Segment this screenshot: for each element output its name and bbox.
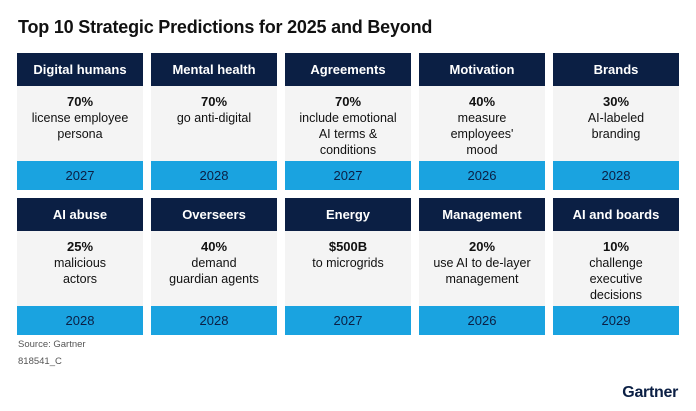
card-year: 2026 (419, 161, 545, 190)
card-description: license employee persona (31, 111, 129, 141)
card-body: 30% AI-labeled branding (553, 86, 679, 161)
card-description: AI-labeled branding (587, 111, 645, 141)
card-description: to microgrids (312, 256, 384, 270)
card-percentage: 70% (66, 94, 94, 109)
card-body: 10% challenge executive decisions (553, 231, 679, 306)
card-heading: Brands (553, 53, 679, 86)
prediction-card: Motivation 40% measure employees' mood 2… (419, 53, 545, 190)
prediction-card: AI and boards 10% challenge executive de… (553, 198, 679, 335)
card-body: 20% use AI to de-layer management (419, 231, 545, 306)
card-description: malicious actors (53, 256, 107, 286)
card-heading: Overseers (151, 198, 277, 231)
source-note: Source: Gartner (18, 339, 86, 350)
card-body: 70% license employee persona (17, 86, 143, 161)
card-body: 40% measure employees' mood (419, 86, 545, 161)
card-year: 2027 (17, 161, 143, 190)
card-heading: Motivation (419, 53, 545, 86)
card-percentage: 30% (602, 94, 630, 109)
card-year: 2027 (285, 161, 411, 190)
card-percentage: 70% (334, 94, 362, 109)
card-year: 2027 (285, 306, 411, 335)
card-heading: Management (419, 198, 545, 231)
card-body: 70% include emotional AI terms & conditi… (285, 86, 411, 161)
prediction-card: Digital humans 70% license employee pers… (17, 53, 143, 190)
card-body: 70% go anti-digital (151, 86, 277, 161)
card-body: 40% demand guardian agents (151, 231, 277, 306)
prediction-card: Mental health 70% go anti-digital 2028 (151, 53, 277, 190)
card-heading: Agreements (285, 53, 411, 86)
document-code: 818541_C (18, 356, 62, 367)
page-title: Top 10 Strategic Predictions for 2025 an… (18, 17, 433, 37)
card-description: challenge executive decisions (589, 256, 643, 302)
card-heading: AI and boards (553, 198, 679, 231)
card-description: go anti-digital (176, 111, 252, 125)
card-body: $500B to microgrids (285, 231, 411, 306)
prediction-card: Brands 30% AI-labeled branding 2028 (553, 53, 679, 190)
prediction-card: Agreements 70% include emotional AI term… (285, 53, 411, 190)
prediction-card: Management 20% use AI to de-layer manage… (419, 198, 545, 335)
card-percentage: 25% (66, 239, 94, 254)
card-body: 25% malicious actors (17, 231, 143, 306)
prediction-card: AI abuse 25% malicious actors 2028 (17, 198, 143, 335)
card-year: 2026 (419, 306, 545, 335)
prediction-card: Energy $500B to microgrids 2027 (285, 198, 411, 335)
card-heading: Mental health (151, 53, 277, 86)
card-year: 2028 (151, 161, 277, 190)
card-percentage: 40% (200, 239, 228, 254)
card-percentage: 70% (200, 94, 228, 109)
card-percentage: 20% (468, 239, 496, 254)
prediction-card: Overseers 40% demand guardian agents 202… (151, 198, 277, 335)
card-percentage: 40% (468, 94, 496, 109)
card-year: 2028 (151, 306, 277, 335)
predictions-grid: Digital humans 70% license employee pers… (17, 53, 679, 335)
card-description: measure employees' mood (450, 111, 514, 157)
card-description: include emotional AI terms & conditions (299, 111, 397, 157)
card-year: 2029 (553, 306, 679, 335)
gartner-logo: Gartner (622, 384, 678, 401)
card-year: 2028 (553, 161, 679, 190)
card-heading: Energy (285, 198, 411, 231)
card-percentage: 10% (602, 239, 630, 254)
card-description: use AI to de-layer management (433, 256, 531, 286)
card-description: demand guardian agents (169, 256, 259, 286)
card-heading: AI abuse (17, 198, 143, 231)
card-heading: Digital humans (17, 53, 143, 86)
card-year: 2028 (17, 306, 143, 335)
card-percentage: $500B (328, 239, 368, 254)
